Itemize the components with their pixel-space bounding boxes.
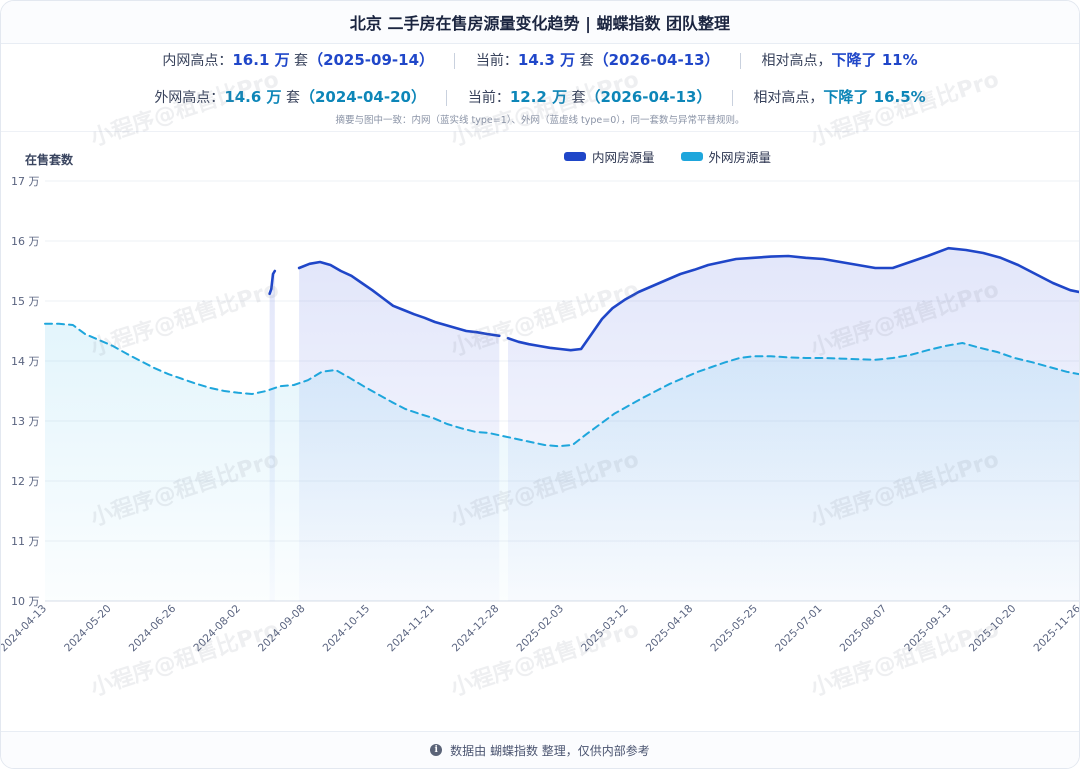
inner-high-value: 16.1 万 xyxy=(232,51,290,69)
legend-item-inner[interactable]: 内网房源量 xyxy=(564,147,655,166)
divider xyxy=(731,90,733,106)
legend-label-outer: 外网房源量 xyxy=(708,150,772,165)
summary-row-inner: 内网高点：16.1 万 套（2025-09-14） 当前：14.3 万 套（20… xyxy=(1,49,1079,70)
y-tick-label: 14 万 xyxy=(11,355,40,368)
legend-label-inner: 内网房源量 xyxy=(592,150,655,165)
x-tick-label: 2025-04-18 xyxy=(644,603,696,655)
y-tick-label: 16 万 xyxy=(11,235,40,248)
outer-unit: 套 xyxy=(281,90,300,106)
inner-high-date: （2025-09-14） xyxy=(308,51,435,69)
outer-current-date: （2026-04-13） xyxy=(585,88,712,106)
outer-current-label: 当前： xyxy=(467,90,510,106)
outer-current-value: 12.2 万 xyxy=(509,88,568,106)
outer-drop-value: 下降了 16.5% xyxy=(823,88,926,106)
legend-swatch-outer xyxy=(680,152,703,161)
series-line-outer xyxy=(44,322,1079,448)
inner-unit: 套 xyxy=(289,53,309,69)
outer-relative-label: 相对高点， xyxy=(753,90,824,106)
x-tick-label: 2024-09-08 xyxy=(256,603,308,655)
divider xyxy=(454,53,456,69)
inner-high-label: 内网高点： xyxy=(162,53,233,69)
inner-current-label: 当前： xyxy=(475,53,518,69)
inner-drop-value: 下降了 11% xyxy=(831,51,918,69)
y-tick-label: 11 万 xyxy=(11,535,40,548)
x-tick-label: 2024-12-28 xyxy=(450,603,502,655)
x-tick-label: 2025-11-26 xyxy=(1031,602,1080,654)
x-tick-label: 2024-10-15 xyxy=(321,603,373,655)
divider xyxy=(740,53,742,69)
x-tick-label: 2025-08-07 xyxy=(838,603,890,655)
x-tick-label: 2024-04-13 xyxy=(1,603,49,655)
info-icon: i xyxy=(430,744,443,756)
series-area-outer xyxy=(45,323,1079,601)
y-tick-label: 17 万 xyxy=(11,175,40,188)
x-tick-label: 2024-11-21 xyxy=(385,603,437,655)
x-tick-label: 2024-05-20 xyxy=(62,603,114,655)
legend: 内网房源量 外网房源量 xyxy=(564,147,771,166)
inner-current-date: （2026-04-13） xyxy=(593,51,720,69)
line-chart: 10 万 11 万 12 万 13 万 14 万 15 万 16 万 17 万 2024-04-… xyxy=(1,175,1080,655)
summary-note: 摘要与图中一致：内网（蓝实线 type=1）、外网（蓝虚线 type=0），同一… xyxy=(335,115,745,126)
inner-relative-label: 相对高点， xyxy=(761,53,832,69)
x-tick-label: 2025-03-12 xyxy=(579,603,631,655)
series-line-inner xyxy=(297,260,501,338)
x-tick-label: 2025-02-03 xyxy=(514,603,566,655)
divider xyxy=(446,90,448,106)
outer-high-date: （2024-04-20） xyxy=(300,88,426,106)
inner-unit: 套 xyxy=(575,53,594,69)
y-tick-label: 10 万 xyxy=(11,595,40,608)
x-tick-label: 2025-05-25 xyxy=(708,603,760,655)
y-axis-title: 在售套数 xyxy=(25,153,74,167)
x-tick-label: 2025-07-01 xyxy=(773,603,825,655)
series-line-inner xyxy=(268,269,277,296)
outer-high-label: 外网高点： xyxy=(154,90,225,106)
footer-text: 数据由 蝴蝶指数 整理，仅供内部参考 xyxy=(450,743,650,758)
y-tick-label: 12 万 xyxy=(11,475,40,488)
inner-current-value: 14.3 万 xyxy=(517,51,576,69)
x-tick-label: 2024-06-26 xyxy=(127,602,179,654)
footer: i 数据由 蝴蝶指数 整理，仅供内部参考 xyxy=(1,731,1079,768)
y-tick-label: 13 万 xyxy=(11,415,40,428)
legend-swatch-inner xyxy=(564,152,586,161)
outer-unit: 套 xyxy=(567,90,586,106)
x-tick-label: 2025-10-20 xyxy=(967,603,1019,655)
legend-item-outer[interactable]: 外网房源量 xyxy=(680,147,772,166)
x-tick-label: 2024-08-02 xyxy=(191,603,243,655)
series-line-inner xyxy=(506,246,1079,352)
x-tick-label: 2025-09-13 xyxy=(902,603,954,655)
y-tick-label: 15 万 xyxy=(11,295,40,308)
summary-panel: 内网高点：16.1 万 套（2025-09-14） 当前：14.3 万 套（20… xyxy=(1,43,1079,132)
summary-row-outer: 外网高点：14.6 万 套（2024-04-20） 当前：12.2 万 套（20… xyxy=(1,86,1079,107)
outer-high-value: 14.6 万 xyxy=(224,88,282,106)
chart-title: 北京 二手房在售房源量变化趋势 | 蝴蝶指数 团队整理 xyxy=(1,1,1079,44)
